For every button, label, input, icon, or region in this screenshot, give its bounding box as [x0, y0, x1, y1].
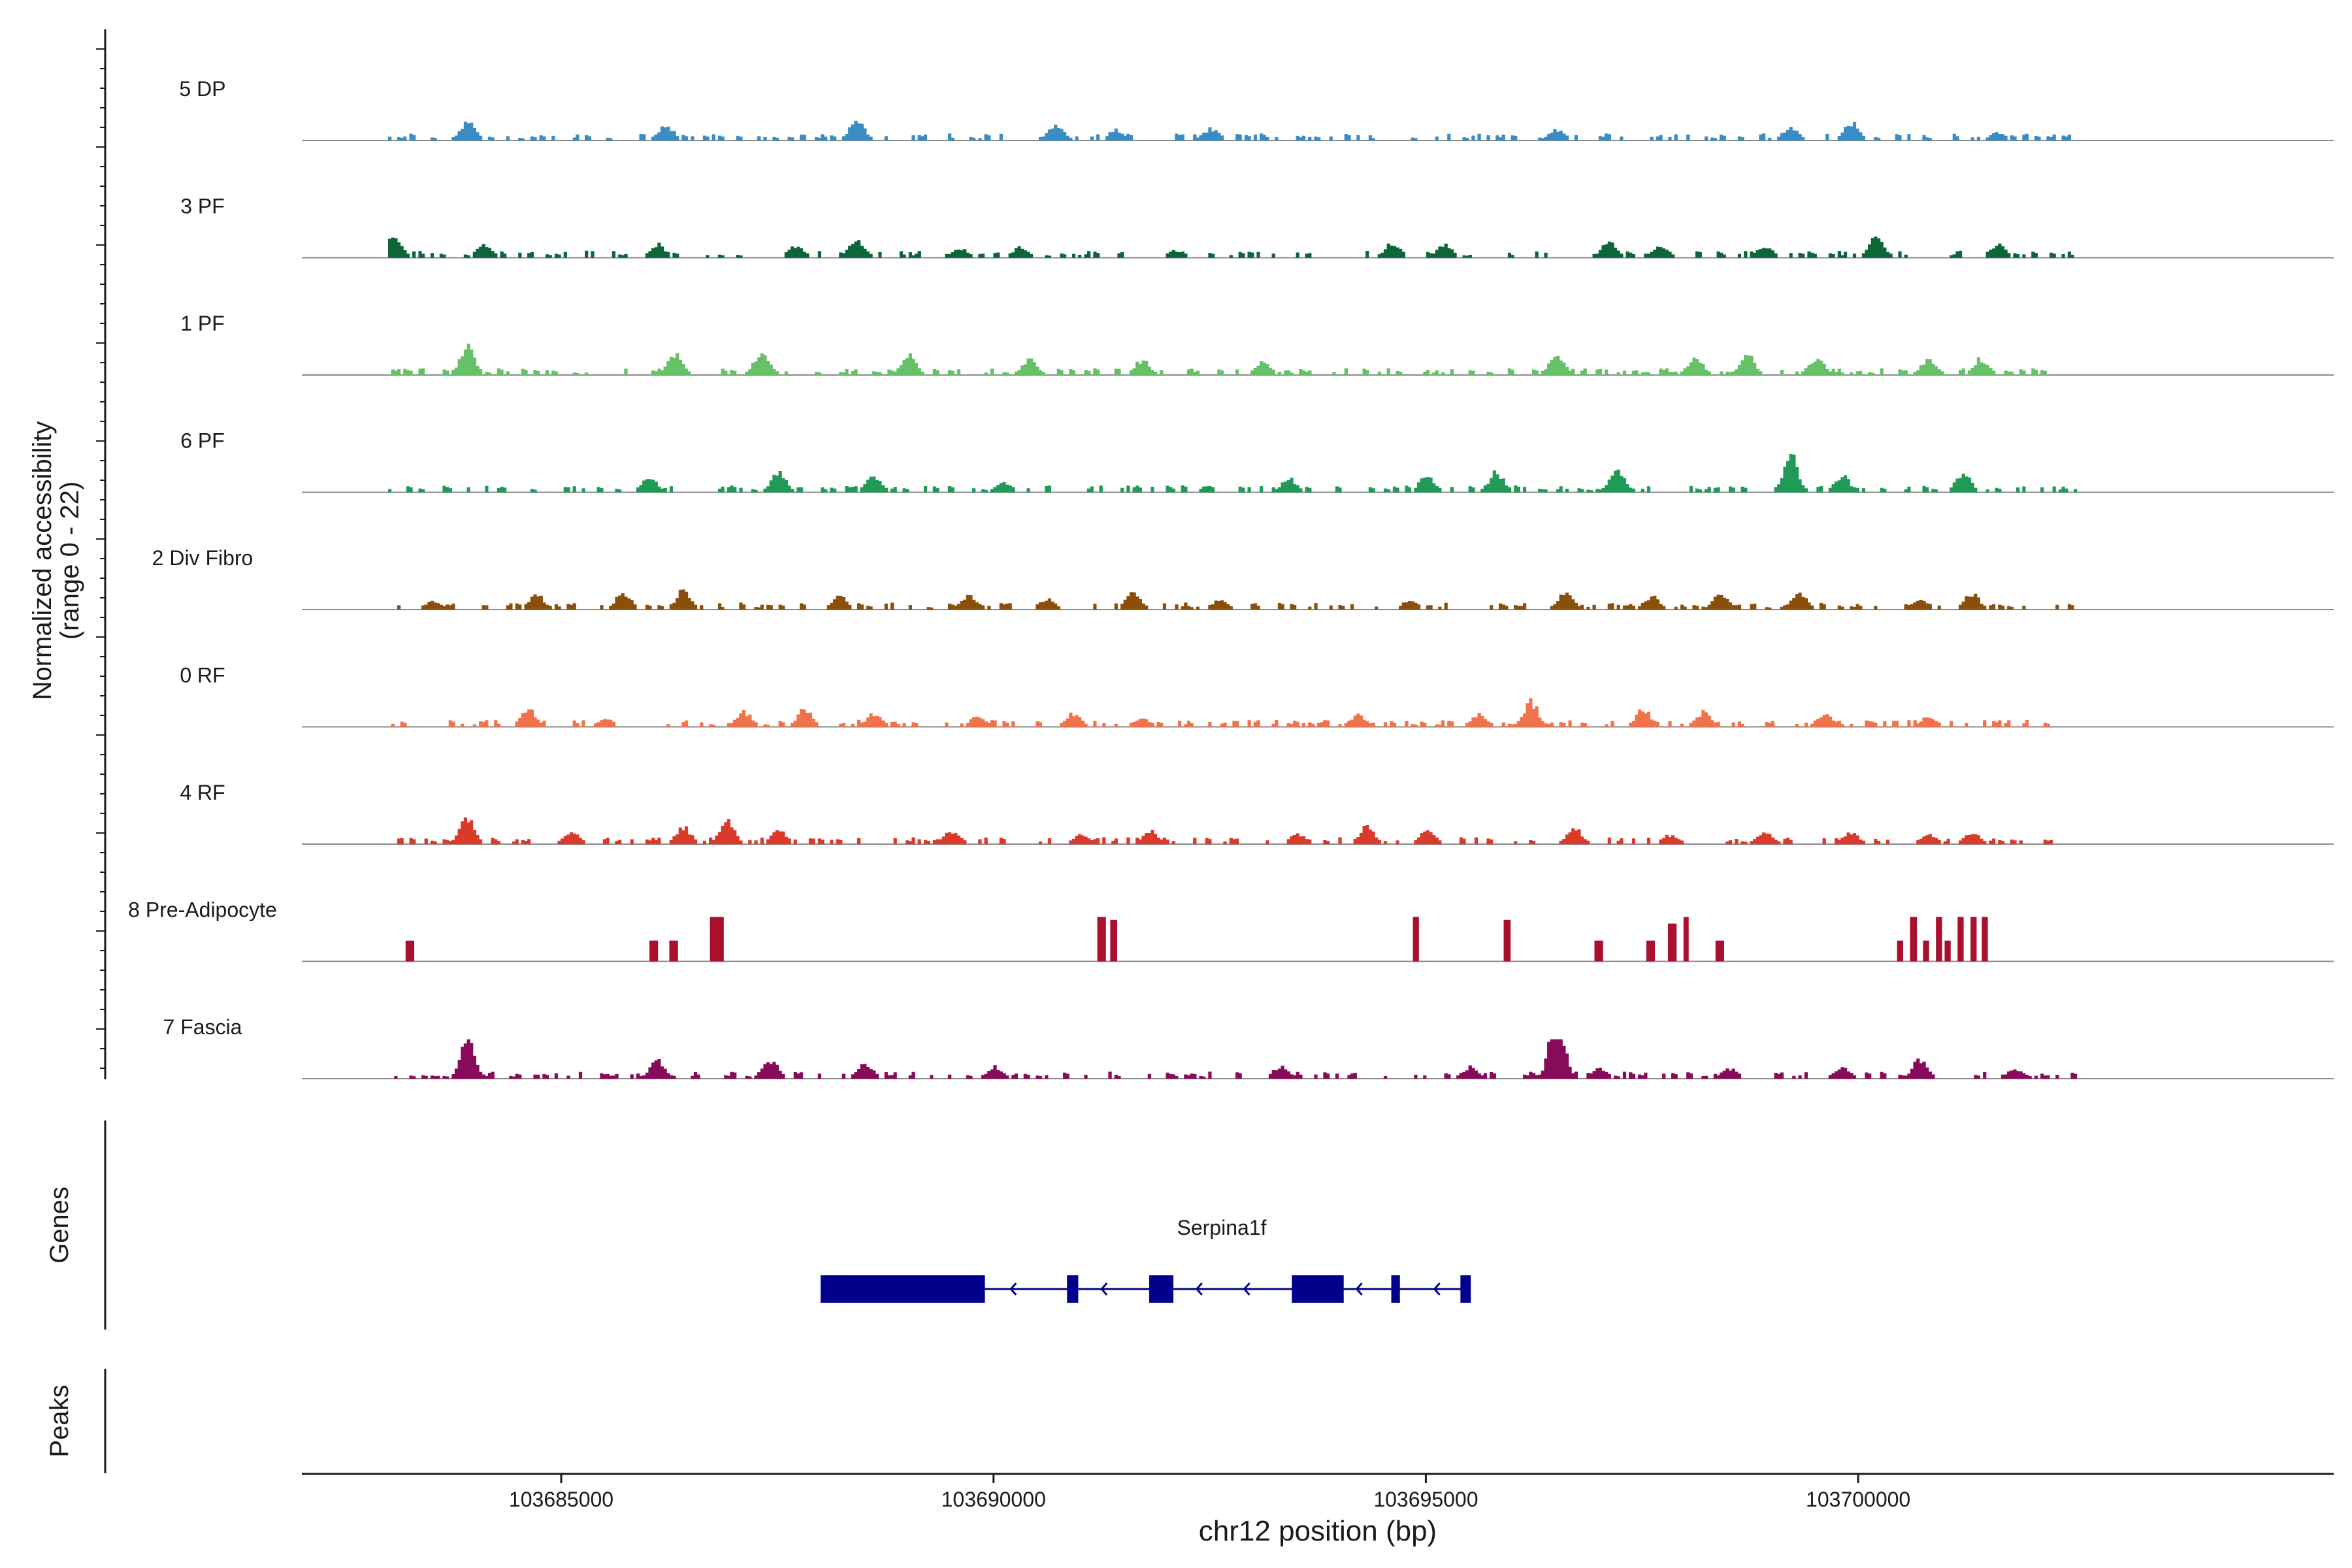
coverage-block [1923, 940, 1929, 962]
gene-strand-arrow [1243, 1282, 1250, 1296]
track-0-rf: 0 RF [180, 664, 2334, 728]
track-5-dp: 5 DP [179, 77, 2334, 141]
coverage-block [1944, 940, 1951, 962]
coverage-block [1715, 940, 1724, 962]
track-label: 8 Pre-Adipocyte [128, 898, 277, 922]
x-axis-tick-label: 103695000 [1373, 1488, 1478, 1511]
genes-panel-label: Genes [45, 1186, 74, 1264]
y-axis-title-line2: (range 0 - 22) [56, 482, 84, 640]
y-axis-title-line1: Normalized accessibility [28, 421, 57, 700]
track-7-fascia: 7 Fascia [163, 1015, 2334, 1079]
coverage-area [388, 237, 2074, 258]
track-label: 1 PF [180, 312, 225, 335]
gene-exon [1391, 1275, 1400, 1303]
gene-strand-arrow [1195, 1282, 1203, 1296]
track-label: 3 PF [180, 195, 225, 218]
track-label: 6 PF [180, 429, 225, 453]
coverage-y-axis-ticks [96, 48, 105, 1069]
coverage-block [1982, 917, 1988, 962]
gene-track [821, 1275, 1471, 1303]
coverage-block [710, 917, 724, 962]
gene-exon [1460, 1275, 1471, 1303]
x-axis-tick-label: 103685000 [509, 1488, 613, 1511]
x-axis-tick-label: 103700000 [1806, 1488, 1910, 1511]
track-3-pf: 3 PF [180, 195, 2334, 259]
coverage-block [1683, 917, 1689, 962]
track-8-pre-adipocyte: 8 Pre-Adipocyte [128, 898, 2334, 962]
gene-name-label: Serpina1f [1177, 1216, 1267, 1239]
coverage-area [391, 344, 2047, 376]
track-label: 5 DP [179, 77, 225, 101]
coverage-area [388, 120, 2071, 141]
coverage-block [1594, 940, 1603, 962]
gene-strand-arrow [1100, 1282, 1108, 1296]
coverage-block [1667, 923, 1677, 962]
coverage-block [1957, 917, 1964, 962]
coverage-block [1110, 919, 1117, 962]
coverage-block [1646, 940, 1656, 962]
track-1-pf: 1 PF [180, 312, 2334, 376]
gene-strand-arrow [1433, 1282, 1441, 1296]
coverage-area [397, 817, 2053, 845]
track-label: 0 RF [180, 664, 225, 687]
track-label: 7 Fascia [163, 1015, 242, 1039]
coverage-block [405, 940, 415, 962]
coverage-area [394, 1039, 2078, 1079]
gene-exon [1067, 1275, 1079, 1303]
track-label: 2 Div Fibro [152, 546, 253, 570]
coverage-area [397, 589, 2074, 610]
gene-exon [1292, 1275, 1344, 1303]
x-axis-tick-label: 103690000 [941, 1488, 1046, 1511]
x-axis-ticks: 103685000 103690000 103695000 103700000 [509, 1474, 1910, 1511]
gene-exon [1149, 1275, 1173, 1303]
coverage-block [1897, 940, 1903, 962]
coverage-block [1970, 917, 1977, 962]
track-label: 4 RF [180, 781, 225, 804]
coverage-tracks: 5 DP 3 PF 1 PF 6 PF 2 Div Fibro 0 RF 4 RF 8 Pre… [128, 77, 2334, 1079]
coverage-block [1936, 917, 1942, 962]
x-axis-title: chr12 position (bp) [1199, 1515, 1437, 1547]
track-2-div-fibro: 2 Div Fibro [152, 546, 2334, 610]
coverage-block [649, 940, 659, 962]
gene-strand-arrow [1355, 1282, 1363, 1296]
peaks-panel-label: Peaks [45, 1384, 74, 1457]
gene-exon [821, 1275, 985, 1303]
gene-strand-arrow [1009, 1282, 1017, 1296]
track-4-rf: 4 RF [180, 781, 2334, 845]
coverage-block [1413, 917, 1419, 962]
coverage-block [1910, 917, 1918, 962]
coverage-area [388, 453, 2078, 493]
coverage-block [1503, 919, 1511, 962]
coverage-area [391, 698, 2050, 727]
coverage-block [669, 940, 678, 962]
track-6-pf: 6 PF [180, 429, 2334, 493]
coverage-block [1097, 917, 1106, 962]
